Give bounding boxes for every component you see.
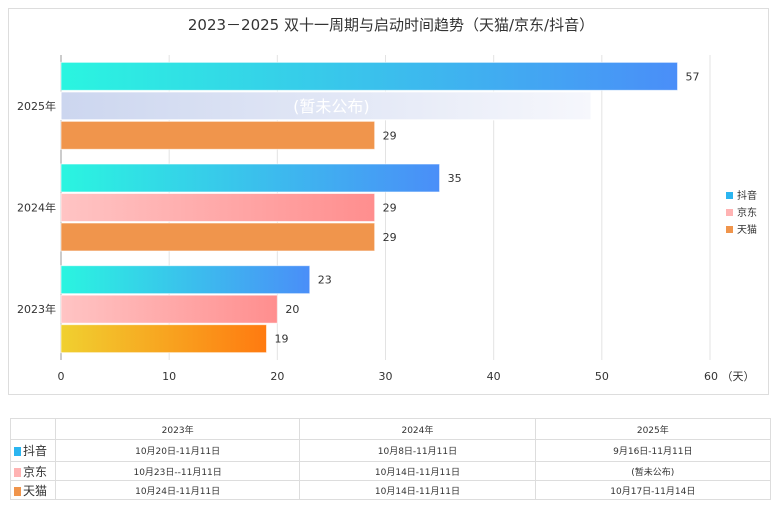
data-label: 19 <box>275 333 289 346</box>
data-label: 20 <box>285 303 299 316</box>
color-swatch <box>14 486 21 496</box>
data-label: 29 <box>383 231 397 244</box>
placeholder-bar <box>60 91 592 121</box>
data-label: 35 <box>448 172 462 185</box>
legend-swatch <box>726 226 733 233</box>
table-cell: 10月17日-11月14日 <box>534 480 772 500</box>
table-cell: 10月20日-11月11日 <box>54 439 301 462</box>
x-tick-label: 40 <box>487 370 501 383</box>
x-tick-label: 20 <box>270 370 284 383</box>
table-cell: 10月23日--11月11日 <box>54 461 301 481</box>
data-label: 57 <box>686 70 700 83</box>
legend-label: 天猫 <box>737 223 757 236</box>
table-row: 京东 10月23日--11月11日 10月14日-11月11日 (暂未公布) <box>10 461 772 481</box>
table-header: 2024年 <box>299 418 536 440</box>
legend-label: 京东 <box>737 206 757 219</box>
table-header: 2023年 <box>54 418 301 440</box>
table-cell: 9月16日-11月11日 <box>534 439 772 462</box>
table-cell: 10月24日-11月11日 <box>54 480 301 500</box>
x-tick-label: 60 （天） <box>704 370 755 383</box>
table-cell: 10月8日-11月11日 <box>299 439 536 462</box>
table-header-row: 2023年 2024年 2025年 <box>10 418 772 440</box>
data-label: 29 <box>383 202 397 215</box>
y-tick-label: 2024年 <box>17 201 56 215</box>
chart-frame <box>8 8 769 395</box>
color-swatch <box>14 467 21 477</box>
table-row: 天猫 10月24日-11月11日 10月14日-11月11日 10月17日-11… <box>10 480 772 500</box>
data-label: 23 <box>318 274 332 287</box>
legend-swatch <box>726 192 733 199</box>
bar-京东 <box>60 193 376 222</box>
table-cell: 10月14日-11月11日 <box>299 480 536 500</box>
color-swatch <box>14 447 21 456</box>
x-tick-label: 10 <box>162 370 176 383</box>
table-cell: 10月14日-11月11日 <box>299 461 536 481</box>
data-label: 29 <box>383 129 397 142</box>
legend-swatch <box>726 209 733 216</box>
row-label: 京东 <box>23 464 48 479</box>
table-cell: (暂未公布) <box>534 461 772 481</box>
bar-chart: 0 10 20 30 40 50 60 （天） 2025年 57 (暂未公布) 29 2024年 35 2… <box>17 55 757 383</box>
bar-天猫 <box>60 120 376 150</box>
x-tick-label: 50 <box>595 370 609 383</box>
bar-抖音 <box>60 61 679 91</box>
table-header: 2025年 <box>534 418 772 440</box>
bar-京东 <box>60 294 278 324</box>
y-tick-label: 2023年 <box>17 302 56 316</box>
chart-title: 2023－2025 双十一周期与启动时间趋势（天猫/京东/抖音） <box>187 16 595 34</box>
placeholder-label: (暂未公布) <box>293 97 370 116</box>
dates-table: 2023年 2024年 2025年 抖音 10月20日-11月11日 10月8日… <box>10 418 772 500</box>
table-row: 抖音 10月20日-11月11日 10月8日-11月11日 9月16日-11月1… <box>10 439 772 462</box>
row-label: 抖音 <box>23 444 48 458</box>
y-tick-label: 2025年 <box>17 99 56 113</box>
bar-天猫 <box>60 222 376 252</box>
row-label: 天猫 <box>23 483 48 498</box>
bar-抖音 <box>60 163 441 193</box>
legend-label: 抖音 <box>737 189 757 202</box>
bar-抖音 <box>60 265 311 295</box>
x-tick-label: 0 <box>58 370 65 383</box>
x-tick-label: 30 <box>379 370 393 383</box>
bar-天猫 <box>60 324 268 354</box>
